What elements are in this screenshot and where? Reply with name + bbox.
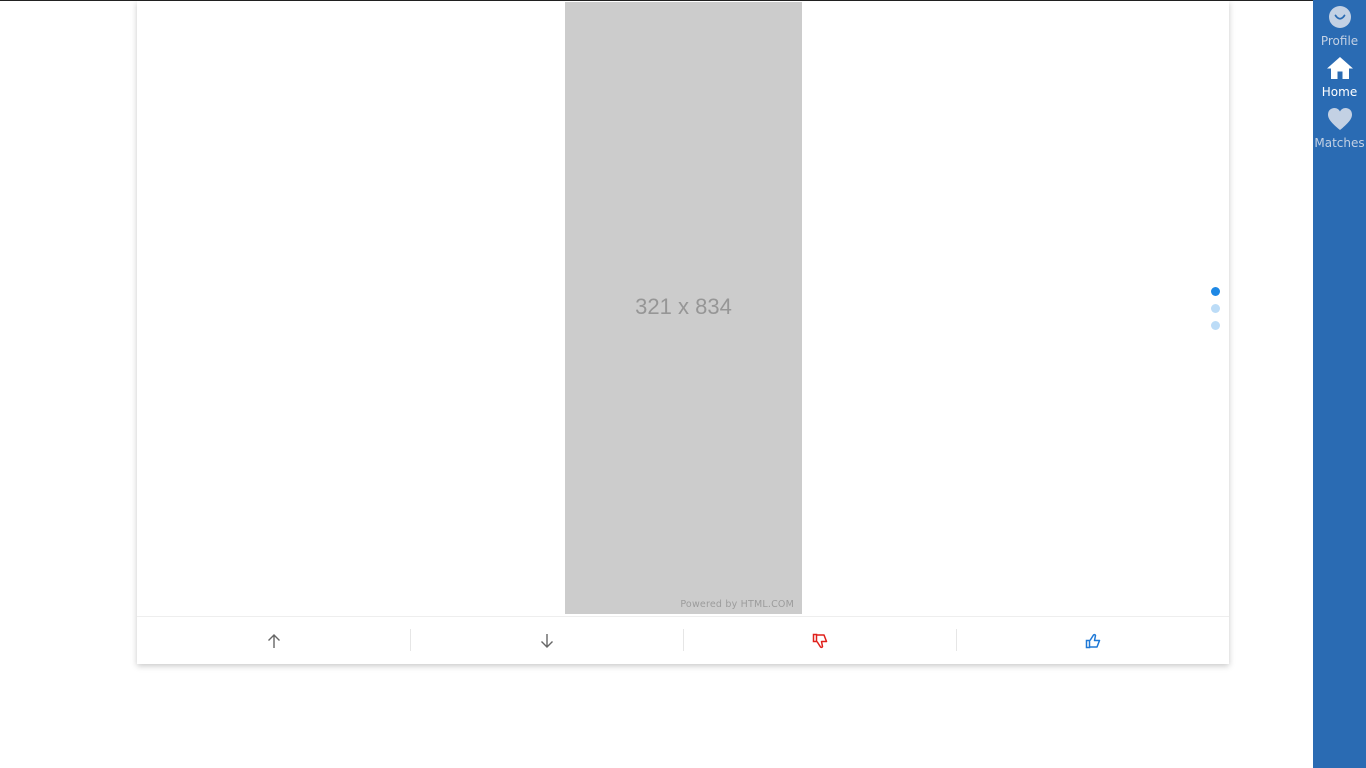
home-icon [1326,56,1354,84]
sidebar-item-home[interactable]: Home [1313,56,1366,99]
sidebar-item-label: Matches [1314,136,1365,150]
thumbs-up-icon [1085,633,1101,649]
arrow-down-icon [540,633,554,649]
thumbs-down-icon [812,633,828,649]
image-pager [1211,287,1223,338]
like-button[interactable] [956,617,1229,665]
heart-icon [1327,107,1353,135]
previous-button[interactable] [137,617,410,665]
arrow-up-icon [267,633,281,649]
next-button[interactable] [410,617,683,665]
action-bar [137,616,1229,665]
sidebar-item-label: Home [1321,85,1358,99]
window-top-border [0,0,1313,1]
pager-dot-1[interactable] [1211,287,1220,296]
media-area: 321 x 834 Powered by HTML.COM [137,1,1229,615]
sidebar-nav: Profile Home Matches [1313,0,1366,768]
sidebar-item-label: Profile [1320,34,1359,48]
dislike-button[interactable] [683,617,956,665]
smiley-icon [1328,5,1352,33]
profile-card: 321 x 834 Powered by HTML.COM [137,1,1229,664]
placeholder-image: 321 x 834 Powered by HTML.COM [565,2,802,614]
sidebar-item-profile[interactable]: Profile [1313,5,1366,48]
placeholder-dimensions-label: 321 x 834 [635,294,732,319]
pager-dot-2[interactable] [1211,304,1220,313]
placeholder-credit: Powered by HTML.COM [680,599,794,610]
sidebar-item-matches[interactable]: Matches [1313,107,1366,150]
pager-dot-3[interactable] [1211,321,1220,330]
